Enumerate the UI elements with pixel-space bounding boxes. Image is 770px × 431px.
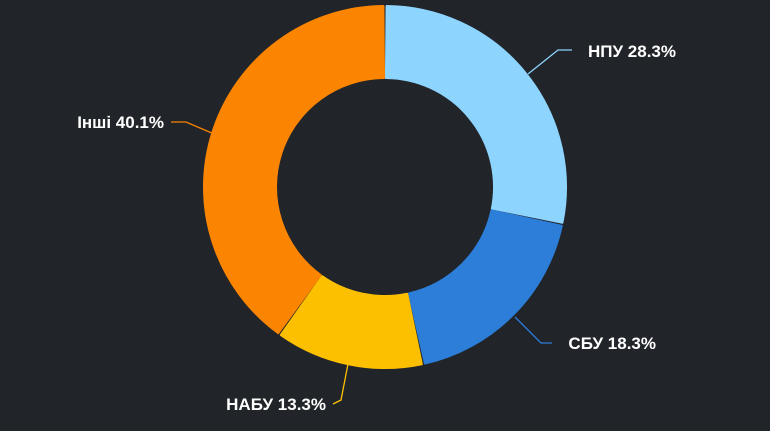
slice-2 [408, 209, 563, 365]
leader-line-4 [171, 121, 215, 135]
leader-lines-layer [171, 49, 572, 405]
leader-line-3 [332, 363, 349, 405]
slice-label-2: СБУ 18.3% [568, 334, 656, 353]
slice-3 [279, 275, 423, 369]
labels-layer: НПУ 28.3% СБУ 18.3% НАБУ 13.3% Інші 40.1% [77, 42, 676, 414]
leader-line-1 [527, 49, 572, 75]
slice-label-1: НПУ 28.3% [588, 42, 676, 61]
slice-label-3: НАБУ 13.3% [226, 395, 326, 414]
leader-line-2 [514, 316, 552, 344]
slice-4 [203, 5, 386, 335]
slices-layer [203, 5, 567, 369]
slice-1 [384, 5, 567, 224]
slice-label-4: Інші 40.1% [77, 113, 164, 132]
